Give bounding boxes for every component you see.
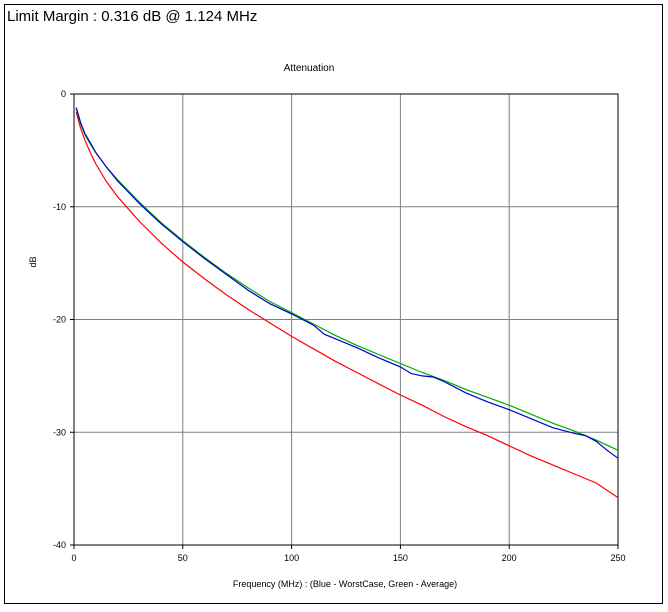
x-tick-label: 0 (71, 553, 76, 563)
y-tick-label: -10 (53, 202, 66, 212)
series-line-0 (75, 111, 619, 499)
x-tick-label: 100 (284, 553, 299, 563)
y-tick-label: -30 (53, 427, 66, 437)
x-tick-label: 200 (502, 553, 517, 563)
x-tick-label: 250 (610, 553, 625, 563)
chart-title: Attenuation (284, 63, 335, 74)
x-axis-label: Frequency (MHz) : (Blue - WorstCase, Gre… (233, 579, 457, 589)
x-tick-label: 150 (393, 553, 408, 563)
y-tick-label: -40 (53, 540, 66, 550)
y-axis-label: dB (28, 256, 38, 267)
series-line-2 (75, 107, 619, 459)
y-tick-label: -20 (53, 315, 66, 325)
limit-margin-text: Limit Margin : 0.316 dB @ 1.124 MHz (7, 8, 258, 25)
y-tick-label: 0 (61, 89, 66, 99)
x-tick-label: 50 (178, 553, 188, 563)
